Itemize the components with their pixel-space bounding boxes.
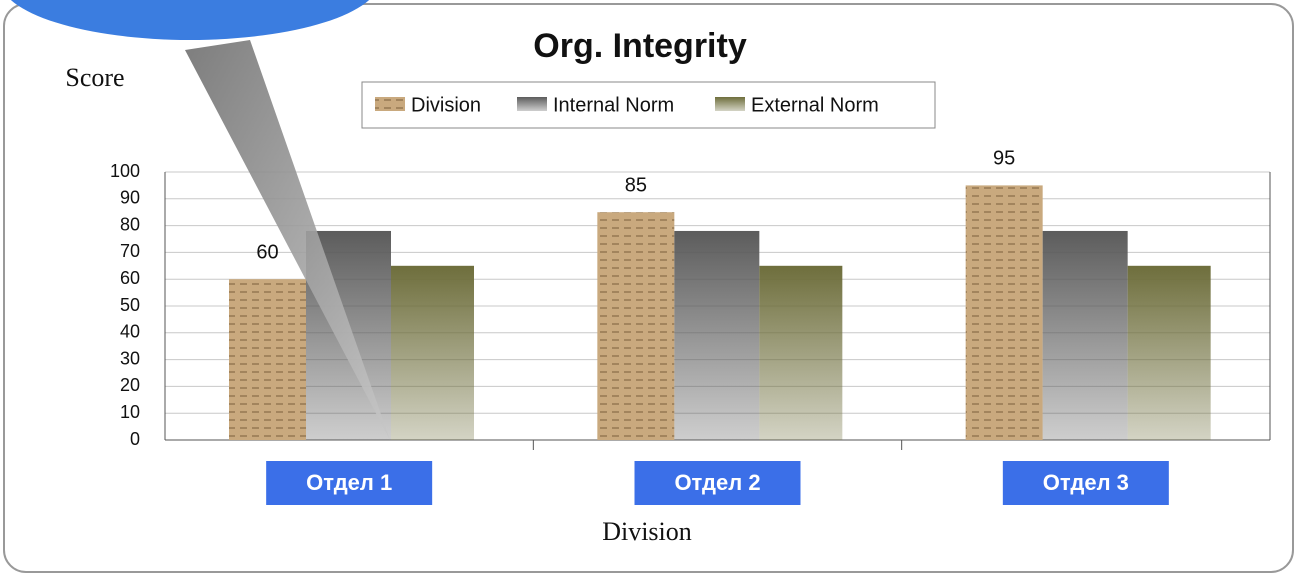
value-label: 95 — [993, 148, 1015, 170]
legend-swatch — [715, 97, 745, 111]
bar — [674, 231, 759, 440]
x-tick-label: Отдел 2 — [674, 470, 760, 495]
bar — [1043, 231, 1128, 440]
legend-label: Division — [411, 94, 481, 116]
legend-label: External Norm — [751, 94, 879, 116]
legend-swatch — [375, 97, 405, 111]
y-tick-label: 30 — [120, 348, 140, 368]
legend-label: Internal Norm — [553, 94, 674, 116]
bar — [966, 185, 1043, 440]
y-tick-label: 90 — [120, 188, 140, 208]
x-axis-label: Division — [602, 517, 692, 546]
y-tick-label: 10 — [120, 402, 140, 422]
chart-title: Org. Integrity — [533, 27, 747, 65]
y-tick-label: 50 — [120, 295, 140, 315]
value-label: 85 — [625, 174, 647, 196]
bar — [759, 266, 842, 440]
bar — [391, 266, 474, 440]
x-tick-label: Отдел 1 — [306, 470, 392, 495]
y-tick-label: 80 — [120, 214, 140, 234]
value-label: 60 — [256, 241, 278, 263]
y-tick-label: 60 — [120, 268, 140, 288]
legend-swatch — [517, 97, 547, 111]
y-axis-label: Score — [65, 63, 124, 92]
y-tick-label: 100 — [110, 161, 140, 181]
x-tick-label: Отдел 3 — [1043, 470, 1129, 495]
y-tick-label: 40 — [120, 322, 140, 342]
y-tick-label: 20 — [120, 375, 140, 395]
y-tick-label: 70 — [120, 241, 140, 261]
chart: 0 10 20 30 40 50 60 70 80 90 100 Отдел 1 60 Отдел 2 85… — [0, 0, 1299, 578]
y-tick-label: 0 — [130, 429, 140, 449]
bar — [597, 212, 674, 440]
bar — [1128, 266, 1211, 440]
bar — [229, 279, 306, 440]
